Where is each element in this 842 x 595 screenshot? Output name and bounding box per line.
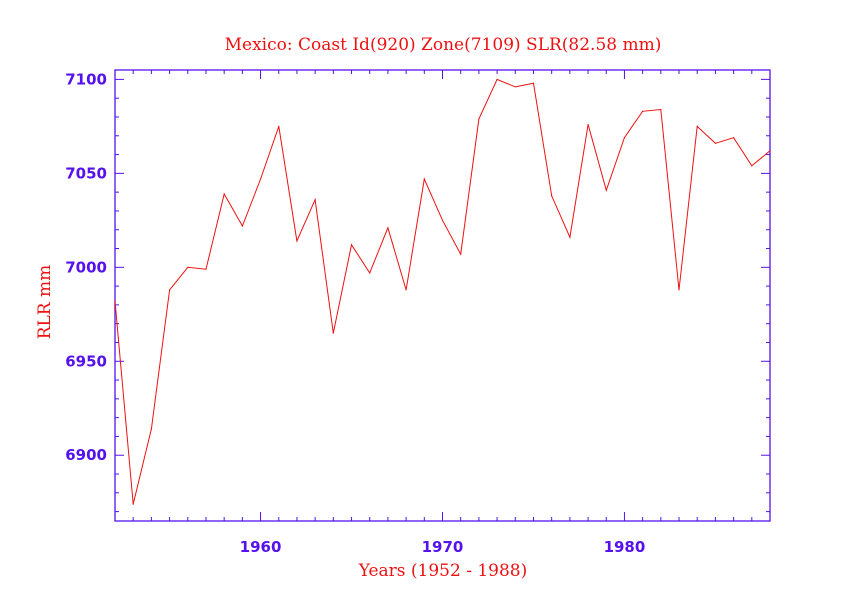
data-point [587, 123, 589, 126]
series-layer [114, 78, 771, 505]
y-axis-label: RLR mm [35, 265, 55, 340]
data-point [205, 268, 207, 270]
data-point [132, 503, 134, 505]
x-axis: 1960 1970 1980 [114, 70, 771, 556]
data-point [605, 189, 607, 191]
x-tick-label: 1970 [422, 538, 464, 556]
data-point [278, 125, 280, 127]
data-point [296, 240, 298, 242]
data-point [514, 86, 516, 88]
data-point [259, 178, 262, 180]
data-point [660, 108, 662, 111]
data-point [696, 125, 698, 127]
data-point [532, 82, 535, 84]
data-point [569, 236, 571, 238]
data-point [187, 266, 189, 268]
data-point [387, 227, 389, 229]
y-tick-label: 6900 [65, 446, 107, 464]
data-point [314, 199, 316, 201]
data-point [496, 78, 498, 80]
data-point [678, 289, 680, 291]
data-point [460, 253, 462, 255]
y-tick-label: 6950 [65, 352, 107, 370]
data-point [733, 137, 735, 139]
data-point [369, 272, 371, 274]
data-point [405, 289, 407, 291]
plot-frame [114, 69, 771, 522]
data-point [441, 219, 444, 221]
data-point [150, 428, 152, 430]
y-tick-label: 7050 [65, 164, 107, 182]
x-axis-label: Years (1952 - 1988) [358, 561, 528, 581]
x-tick-label: 1960 [240, 538, 282, 556]
y-tick-label: 7000 [65, 258, 107, 276]
data-point [332, 332, 334, 334]
data-point [478, 118, 480, 120]
series-line [114, 78, 771, 505]
data-point [623, 137, 626, 139]
data-point [114, 300, 116, 302]
y-tick-label: 7100 [65, 70, 107, 88]
x-tick-label: 1980 [604, 538, 646, 556]
data-point [642, 110, 644, 112]
y-axis: 6900 6950 7000 7050 7100 [65, 70, 770, 513]
data-point [551, 195, 553, 197]
data-point [714, 142, 717, 144]
data-point [223, 193, 225, 195]
data-point [168, 289, 171, 291]
data-point [350, 244, 353, 246]
plot-border [114, 69, 771, 522]
data-point [769, 150, 771, 152]
data-point [751, 165, 753, 167]
data-point [241, 225, 243, 227]
data-point [423, 178, 425, 180]
chart-title: Mexico: Coast Id(920) Zone(7109) SLR(82.… [225, 35, 662, 55]
